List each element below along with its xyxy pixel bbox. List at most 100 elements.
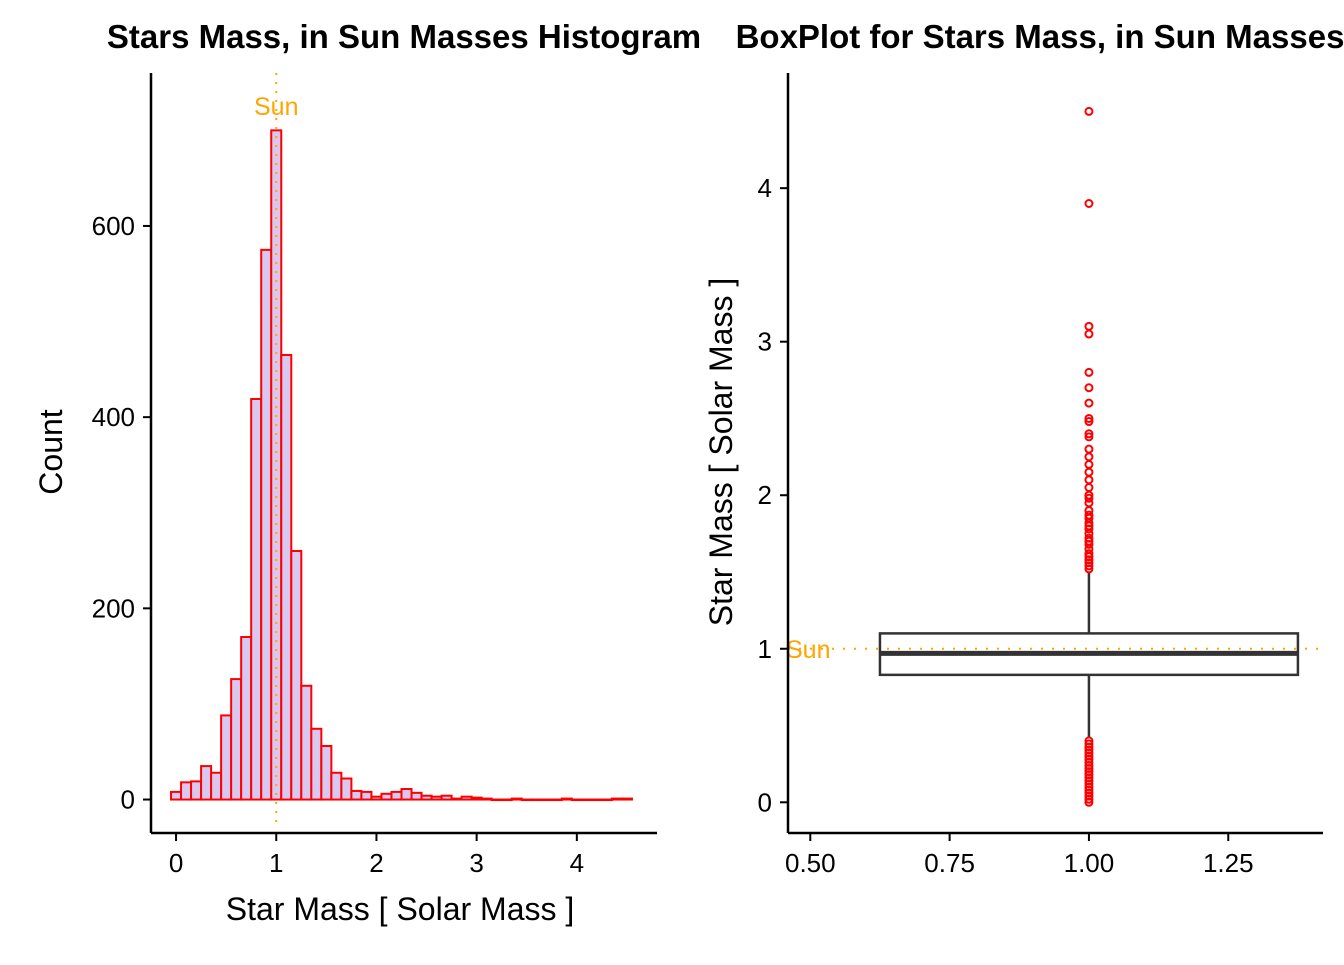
histogram-x-tick-label: 1 <box>269 848 283 878</box>
histogram-bar <box>230 678 243 801</box>
histogram-title: Stars Mass, in Sun Masses Histogram <box>107 18 701 55</box>
histogram-bar <box>410 791 423 801</box>
boxplot-sun-label: Sun <box>786 636 830 664</box>
boxplot-outlier-point <box>1084 498 1094 508</box>
histogram-bar <box>190 780 203 801</box>
histogram-bar <box>620 797 633 801</box>
boxplot-outlier-point <box>1084 561 1094 571</box>
boxplot-outlier-point <box>1084 493 1094 503</box>
histogram-bar <box>610 797 623 801</box>
histogram-y-tick-label: 600 <box>92 211 135 241</box>
boxplot-y-axis-label: Star Mass [ Solar Mass ] <box>703 278 739 627</box>
boxplot-outlier-point <box>1084 432 1094 442</box>
histogram-bar <box>280 354 293 801</box>
histogram-bar <box>260 248 273 801</box>
boxplot-title: BoxPlot for Stars Mass, in Sun Masses <box>736 18 1344 55</box>
histogram-bar <box>500 798 513 802</box>
histogram-y-tick-label: 400 <box>92 402 135 432</box>
histogram-bar <box>490 798 503 802</box>
histogram-sun-label: Sun <box>254 93 298 121</box>
histogram-y-tick-label: 0 <box>121 785 135 815</box>
boxplot-outlier-point <box>1084 483 1094 493</box>
histogram-bar <box>390 790 403 801</box>
histogram-bar <box>370 795 383 801</box>
histogram-bar <box>590 798 603 802</box>
boxplot-y-tick-label: 1 <box>758 634 772 664</box>
boxplot-outlier-point <box>1084 467 1094 477</box>
boxplot-outlier-point <box>1084 329 1094 339</box>
boxplot-outlier-point <box>1084 475 1094 485</box>
boxplot-panel: Sun 0.50 0.75 1.00 1.25 0 1 2 3 4 BoxPlot for St… <box>703 18 1344 878</box>
histogram-bar <box>470 796 483 801</box>
histogram-x-tick-label: 4 <box>570 848 584 878</box>
histogram-bar <box>480 797 493 801</box>
boxplot-x-tick-label: 0.50 <box>785 848 836 878</box>
histogram-bar <box>200 765 213 801</box>
histogram-bar <box>400 788 413 801</box>
histogram-bars <box>170 129 633 802</box>
histogram-y-axis-label: Count <box>33 409 69 495</box>
boxplot-x-tick-label: 1.00 <box>1064 848 1115 878</box>
boxplot-outlier-point <box>1084 452 1094 462</box>
boxplot-x-tick-label: 0.75 <box>924 848 975 878</box>
boxplot-box <box>878 571 1300 738</box>
histogram-bar <box>450 797 463 801</box>
boxplot-outlier-point <box>1084 417 1094 427</box>
histogram-x-tick-label: 3 <box>469 848 483 878</box>
histogram-bar <box>340 777 353 801</box>
histogram-bar <box>300 684 313 801</box>
histogram-bar <box>360 790 373 801</box>
boxplot-outlier-point <box>1084 383 1094 393</box>
histogram-bar <box>250 397 263 801</box>
boxplot-outlier-point <box>1084 797 1094 807</box>
histogram-x-axis-label: Star Mass [ Solar Mass ] <box>226 891 575 927</box>
boxplot-outlier-point <box>1084 199 1094 209</box>
histogram-bar <box>210 771 223 801</box>
boxplot-outlier-point <box>1084 321 1094 331</box>
histogram-bar <box>510 797 523 801</box>
boxplot-outlier-point <box>1084 429 1094 439</box>
boxplot-outlier-point <box>1084 444 1094 454</box>
histogram-x-tick-label: 0 <box>169 848 183 878</box>
histogram-bar <box>310 727 323 801</box>
histogram-y-tick-label: 200 <box>92 593 135 623</box>
histogram-bar <box>540 798 553 802</box>
boxplot-outlier-point <box>1084 794 1094 804</box>
boxplot-outlier-point <box>1084 398 1094 408</box>
histogram-bar <box>520 798 533 802</box>
histogram-bar <box>220 714 233 801</box>
histogram-bar <box>600 798 613 802</box>
boxplot-y-tick-label: 2 <box>758 480 772 510</box>
histogram-bar <box>570 798 583 802</box>
histogram-bar <box>240 636 253 801</box>
boxplot-outlier-point <box>1084 524 1094 534</box>
boxplot-axes: 0.50 0.75 1.00 1.25 0 1 2 3 4 <box>758 73 1323 878</box>
boxplot-outlier-point <box>1084 367 1094 377</box>
histogram-bar <box>380 792 393 801</box>
histogram-bar <box>320 745 333 801</box>
boxplot-x-tick-label: 1.25 <box>1203 848 1254 878</box>
histogram-bar <box>430 795 443 801</box>
histogram-bar <box>330 771 343 801</box>
histogram-x-tick-label: 2 <box>369 848 383 878</box>
histogram-bar <box>350 789 363 801</box>
boxplot-y-tick-label: 4 <box>758 173 772 203</box>
histogram-bar <box>530 798 543 802</box>
boxplot-outlier-point <box>1084 460 1094 470</box>
histogram-bar <box>180 781 193 801</box>
boxplot-y-tick-label: 0 <box>758 787 772 817</box>
histogram-bar <box>170 790 183 801</box>
histogram-bar <box>460 795 473 801</box>
histogram-bar <box>580 798 593 802</box>
boxplot-outlier-point <box>1084 564 1094 574</box>
boxplot-outliers <box>1084 106 1094 807</box>
boxplot-outlier-point <box>1084 413 1094 423</box>
histogram-bar <box>420 794 433 801</box>
histogram-bar <box>560 797 573 801</box>
boxplot-y-tick-label: 3 <box>758 327 772 357</box>
histogram-axes: 0 1 2 3 4 0 200 400 600 <box>92 73 657 878</box>
histogram-bar <box>270 129 283 801</box>
histogram-panel: Sun 0 1 2 3 4 0 200 400 600 Stars Mass, in Sun M… <box>33 18 701 927</box>
